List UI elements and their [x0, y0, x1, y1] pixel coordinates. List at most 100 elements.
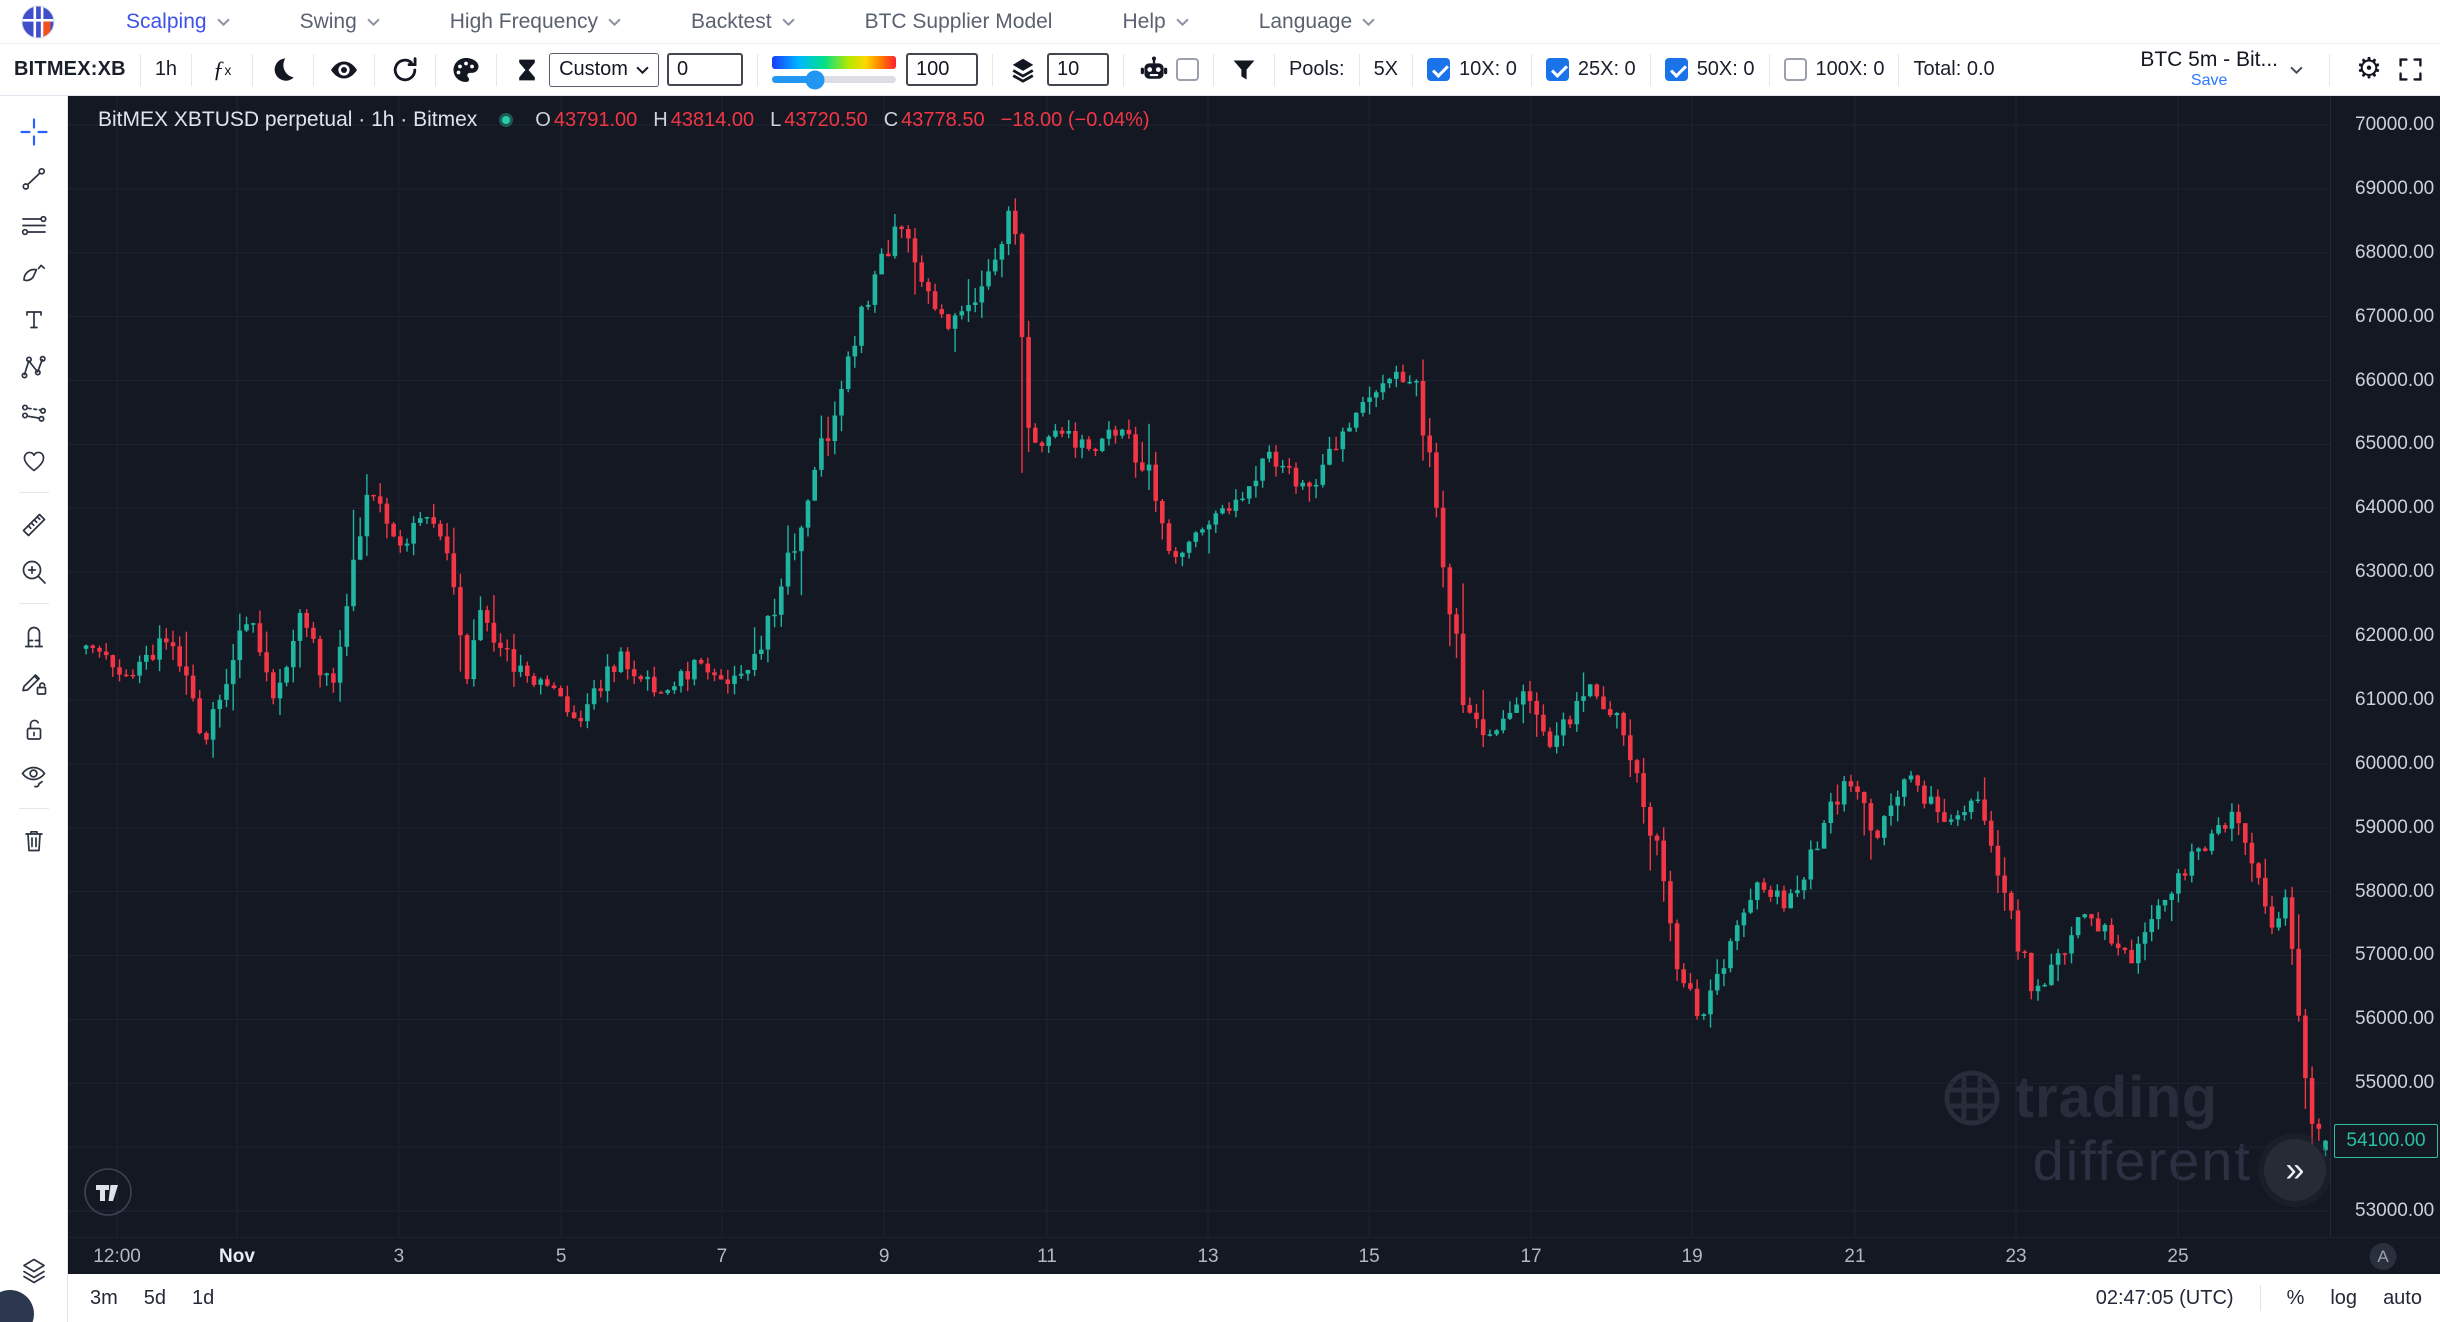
checkbox-icon[interactable]	[1783, 58, 1807, 81]
crosshair-icon	[19, 117, 48, 146]
tool-parallel-channel[interactable]	[12, 390, 56, 437]
menu-high-frequency[interactable]: High Frequency	[450, 10, 621, 34]
pencil-lock-icon	[21, 673, 46, 695]
close-value: 43778.50	[901, 108, 985, 131]
filter-funnel-icon[interactable]	[1228, 54, 1260, 86]
auto-scale-badge[interactable]: A	[2369, 1243, 2397, 1270]
preset-name: BTC 5m - Bit...	[2140, 48, 2278, 72]
tool-remove-drawings[interactable]	[12, 817, 56, 864]
hourglass-icon[interactable]	[511, 54, 543, 86]
tool-hide-drawings[interactable]	[12, 753, 56, 800]
gradient-bar	[771, 56, 896, 69]
percent-scale-button[interactable]: %	[2286, 1286, 2305, 1309]
price-tick-label: 68000.00	[2355, 241, 2435, 263]
tool-favorites-heart[interactable]	[12, 437, 56, 484]
interval-button[interactable]: 1h	[154, 58, 178, 80]
tool-trend-line[interactable]	[12, 155, 56, 202]
refresh-icon[interactable]	[389, 54, 421, 86]
threshold-input[interactable]	[666, 53, 743, 86]
range-5d-button[interactable]: 5d	[143, 1286, 167, 1309]
menu-scalping[interactable]: Scalping	[126, 10, 230, 34]
drawing-toolbar	[0, 96, 68, 1322]
toolbar-separator	[374, 53, 376, 86]
toolbar-separator	[1358, 53, 1360, 86]
price-tick-label: 63000.00	[2355, 561, 2435, 583]
layers-count-input[interactable]	[1046, 53, 1109, 86]
preset-selector[interactable]: BTC 5m - Bit... Save	[2140, 49, 2278, 90]
chevron-down-icon[interactable]	[2290, 66, 2303, 74]
scroll-to-realtime-button[interactable]: »	[2264, 1139, 2326, 1201]
toolbar-separator	[1212, 53, 1214, 86]
log-scale-button[interactable]: log	[2330, 1286, 2358, 1309]
tool-object-tree[interactable]	[12, 1247, 56, 1294]
toolbar-separator	[496, 53, 498, 86]
menu-btc-supplier-model[interactable]: BTC Supplier Model	[865, 10, 1053, 34]
eye-brush-icon	[21, 766, 45, 788]
app-logo	[20, 4, 56, 40]
tool-ruler[interactable]	[12, 501, 56, 548]
watermark-logo-icon	[1944, 1070, 2000, 1126]
chevron-down-icon	[781, 18, 795, 26]
sidebar-divider	[18, 492, 49, 493]
menu-swing[interactable]: Swing	[300, 10, 380, 34]
toolbar-separator	[139, 53, 141, 86]
checkbox-icon[interactable]	[1427, 58, 1451, 81]
slider-track[interactable]	[771, 70, 896, 89]
leverage-25x-checkbox[interactable]: 25X: 0	[1545, 58, 1636, 81]
menu-help-label: Help	[1122, 9, 1166, 33]
layers-icon[interactable]	[1007, 54, 1039, 86]
checkbox-icon[interactable]	[1664, 58, 1688, 81]
candlestick-chart[interactable]	[68, 96, 2330, 1237]
chart-title[interactable]: BitMEX XBTUSD perpetual · 1h · Bitmex	[98, 108, 478, 131]
tool-magnet[interactable]	[12, 612, 56, 659]
symbol-button[interactable]: BITMEX:XB	[14, 58, 126, 80]
menu-language[interactable]: Language	[1259, 10, 1375, 34]
chart-pane[interactable]: trading different BitMEX XBTUSD perpetua…	[68, 96, 2330, 1237]
checkbox-icon[interactable]	[1545, 58, 1569, 81]
robot-checkbox[interactable]	[1175, 58, 1199, 81]
watermark-text-1: trading	[2014, 1065, 2219, 1130]
candle-wicks	[85, 198, 2327, 1157]
palette-icon[interactable]	[450, 54, 482, 86]
tool-xabcd-pattern[interactable]	[12, 343, 56, 390]
range-1d-button[interactable]: 1d	[192, 1286, 215, 1309]
range-3m-button[interactable]: 3m	[90, 1286, 118, 1309]
slider-thumb[interactable]	[805, 70, 825, 89]
gradient-slider[interactable]	[771, 56, 896, 89]
leverage-50x-checkbox[interactable]: 50X: 0	[1664, 58, 1755, 81]
time-tick-label: 9	[878, 1246, 890, 1267]
custom-mode-select[interactable]: Custom	[549, 52, 659, 87]
low-label: L	[770, 108, 782, 131]
menu-help[interactable]: Help	[1122, 9, 1189, 34]
gear-icon[interactable]: ⚙	[2356, 53, 2382, 85]
leverage-10x-checkbox[interactable]: 10X: 0	[1427, 58, 1517, 81]
time-tick-label: 12:00	[93, 1246, 141, 1267]
tool-horizontal-lines[interactable]	[12, 202, 56, 249]
fullscreen-icon[interactable]	[2394, 54, 2426, 86]
chevron-down-icon	[367, 18, 380, 26]
price-tick-label: 64000.00	[2355, 497, 2435, 519]
tool-zoom-in[interactable]	[12, 548, 56, 595]
eye-icon[interactable]	[328, 54, 360, 86]
open-value: 43791.00	[553, 108, 638, 131]
clock[interactable]: 02:47:05 (UTC)	[2095, 1286, 2234, 1309]
menu-backtest[interactable]: Backtest	[691, 10, 795, 34]
auto-scale-button[interactable]: auto	[2383, 1286, 2422, 1309]
time-axis[interactable]: A 12:00 Nov 3 5 7 9 11 13 15 17 19 21 23 25	[68, 1237, 2440, 1274]
tool-drawing-edit-lock[interactable]	[12, 659, 56, 706]
tool-lock-open[interactable]	[12, 706, 56, 753]
dark-mode-moon-icon[interactable]	[267, 54, 299, 86]
price-tick-label: 56000.00	[2355, 1008, 2435, 1030]
leverage-100x-checkbox[interactable]: 100X: 0	[1783, 58, 1884, 81]
price-axis[interactable]: 54100.00 70000.00 69000.00 68000.00 67000.0…	[2330, 96, 2440, 1237]
tool-text[interactable]	[12, 296, 56, 343]
gradient-value-input[interactable]	[905, 53, 978, 86]
tool-brush[interactable]	[12, 249, 56, 296]
save-link[interactable]: Save	[2190, 72, 2228, 90]
toolbar-separator	[2329, 53, 2330, 86]
tool-crosshair[interactable]	[12, 108, 56, 155]
tradingview-logo[interactable]	[83, 1167, 133, 1222]
last-price-label: 54100.00	[2334, 1123, 2438, 1158]
